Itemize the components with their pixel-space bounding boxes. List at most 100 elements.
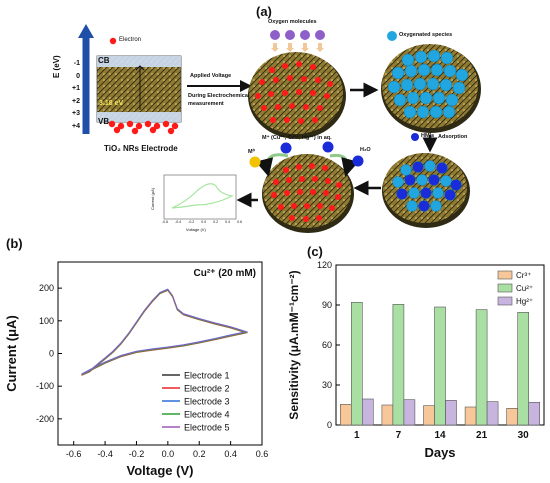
disc-electrons (248, 52, 346, 139)
x-tick-label: 7 (396, 430, 402, 441)
x-tick-label: 0.0 (162, 449, 175, 459)
legend-label: Electrode 1 (184, 371, 230, 381)
cv-chart: -0.6 -0.4 -0.2 0.0 0.2 0.4 0.6 -200 -100 0 100 200 V… (4, 261, 269, 478)
legend-swatch (497, 270, 513, 280)
oxygen-molecules-label: Oxygen molecules (268, 19, 317, 25)
energy-ticks: -1 0 +1 +2 +3 +4 (60, 58, 80, 133)
metal-ions-label: M⁺ (Cu²⁺, Cr³⁺, Hg²⁺) in aq. (262, 135, 332, 141)
x-tick-label: 0.4 (224, 449, 237, 459)
inset-xticks: -0.6 -0.4 -0.2 0.0 0.2 0.4 0.6 (162, 220, 242, 224)
y-tick-label: 200 (39, 283, 54, 293)
energy-tick: +3 (72, 110, 80, 117)
bar (445, 400, 457, 426)
bar (528, 402, 540, 426)
y-tick-label: 120 (317, 260, 332, 270)
inset-cv-plot (163, 174, 237, 220)
electrode-caption: TiO₂ NRs Electrode (104, 144, 178, 153)
x-tick-label: 0.2 (193, 449, 206, 459)
m0-label: M⁰ (248, 149, 255, 155)
legend-label: Electrode 5 (184, 423, 230, 433)
y-tick-label: 90 (322, 300, 332, 310)
legend-swatch (497, 296, 513, 306)
bar (339, 404, 352, 426)
x-tick-label: 30 (518, 430, 530, 441)
cv-series-line (81, 288, 249, 375)
panel-a-schematic (78, 24, 481, 233)
x-tick-label: -0.4 (97, 449, 113, 459)
adsorption-label: Adsorption (438, 134, 468, 140)
x-axis-label: Voltage (V) (127, 463, 194, 478)
x-tick-label: 1 (354, 430, 360, 441)
inset-xtick: -0.4 (175, 220, 182, 224)
hmis-label: HMIs (421, 133, 435, 139)
oxygen-molecules (270, 30, 325, 52)
panel-a-label: (a) (256, 4, 272, 19)
legend-label: Electrode 3 (184, 397, 230, 407)
legend-swatch (497, 283, 513, 293)
energy-tick: -1 (73, 60, 80, 67)
curved-arrow-h2o (329, 153, 359, 177)
bar (464, 406, 477, 426)
inset-xtick: 0.6 (237, 220, 242, 224)
x-tick-label: 0.6 (256, 449, 269, 459)
y-tick-label: 60 (322, 340, 332, 350)
disc-oxygenated (381, 44, 481, 133)
inset-xtick: -0.2 (188, 220, 195, 224)
inset-xtick: -0.6 (162, 220, 169, 224)
electron-legend-label: Electron (119, 37, 142, 43)
tio2-electrode (96, 55, 182, 123)
metal-ion-icon-1 (280, 142, 292, 154)
applied-voltage-label: Applied Voltage (190, 73, 232, 79)
panel-c-label: (c) (307, 244, 323, 259)
measurement-label: During Electrochemical measurement (188, 93, 250, 107)
bar (362, 398, 374, 426)
h2o-icon (352, 155, 364, 167)
oxygenated-legend-icon (387, 31, 397, 41)
bar (475, 309, 488, 426)
vb-label: VB (98, 117, 110, 126)
vb-electrons (108, 120, 179, 135)
legend-label: Electrode 4 (184, 410, 230, 420)
legend-label: Cr³⁺ (516, 271, 531, 280)
plot-frame (57, 261, 263, 446)
energy-tick: +4 (72, 122, 80, 130)
inset-ylabel: Current (μA) (150, 187, 155, 210)
bar (351, 302, 363, 426)
energy-tick: 0 (76, 72, 80, 80)
cb-label: CB (98, 56, 110, 65)
y-axis-label: Current (μA) (4, 315, 19, 392)
bar (392, 304, 405, 426)
inset-xlabel: Voltage (V) (186, 227, 206, 232)
m0-icon (249, 156, 261, 168)
h2o-label: H₂O (360, 147, 371, 153)
energy-axis-arrowhead (78, 24, 94, 38)
bar (434, 306, 446, 426)
disc-adsorbed (382, 153, 470, 228)
inset-xtick: 0.0 (201, 220, 207, 224)
inset-xtick: 0.2 (213, 220, 219, 224)
legend-label: Hg²⁺ (516, 297, 533, 306)
y-tick-label: -100 (36, 381, 54, 391)
band-gap-label: 3.18 eV (99, 100, 124, 107)
chart-annotation: Cu²⁺ (20 mM) (194, 268, 257, 279)
y-tick-label: 30 (322, 380, 332, 390)
curved-arrow-m0 (255, 153, 289, 177)
x-tick-label: 21 (476, 430, 488, 441)
y-tick-label: -200 (36, 414, 54, 424)
bar (486, 401, 499, 426)
legend-label: Cu²⁺ (516, 284, 533, 293)
bar (403, 399, 416, 426)
x-tick-label: 14 (434, 430, 446, 441)
sensitivity-chart: 0 30 60 90 120 1 7 14 21 30 Days Sensitivity (μA.mM… (287, 260, 545, 460)
bar (506, 408, 518, 426)
energy-tick: +1 (72, 85, 80, 92)
bar (517, 312, 529, 426)
hmi-legend-icon (411, 133, 419, 141)
inset-xtick: 0.4 (225, 220, 231, 224)
disc-regenerated (262, 154, 354, 233)
y-tick-label: 0 (327, 420, 332, 430)
oxygenated-species-label: Oxygenated species (399, 32, 453, 38)
electron-legend-icon (109, 37, 117, 45)
energy-tick: +2 (72, 97, 80, 105)
x-axis-label: Days (424, 445, 455, 460)
